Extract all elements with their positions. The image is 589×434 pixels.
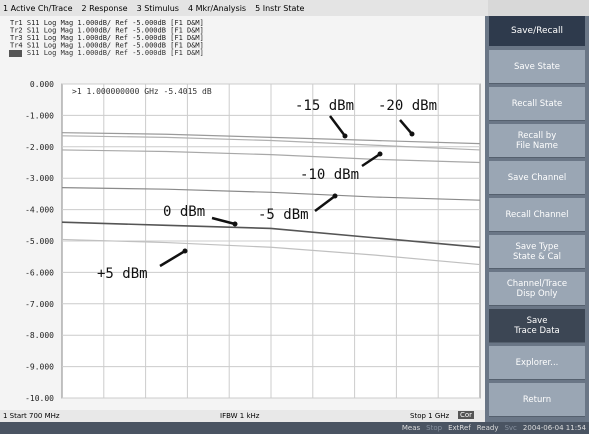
trace-annotation: +5 dBm [97, 266, 148, 282]
softkey[interactable]: Channel/Trace Disp Only [489, 272, 585, 306]
marker-readout: >1 1.000000000 GHz -5.4015 dB [72, 87, 212, 96]
softkey[interactable]: Recall by File Name [489, 124, 585, 158]
annotation-arrow [399, 119, 413, 135]
y-tick-label: -8.000 [25, 331, 54, 340]
softkey-label: Save Channel [507, 172, 567, 183]
trace-active-box [9, 50, 22, 57]
menu-item[interactable]: 2 Response [81, 3, 128, 13]
annotation-arrow [329, 115, 346, 137]
arrow-head [409, 131, 415, 137]
annotation-arrow [211, 216, 236, 226]
softkey-label: Recall by [517, 130, 557, 141]
annotation-arrow [361, 152, 381, 168]
trace-annotation: -20 dBm [378, 98, 437, 114]
trace-info: Tr4 S11 Log Mag 1.000dB/ Ref -5.000dB [F… [10, 42, 204, 50]
menu-item[interactable]: 5 Instr State [255, 3, 305, 13]
annotation-arrow [314, 195, 336, 212]
trace-annotation: -15 dBm [295, 98, 354, 114]
softkey[interactable]: Save Trace Data [489, 309, 585, 343]
y-tick-label: -3.000 [25, 174, 54, 183]
status-item: Ready [476, 424, 499, 432]
status-item: Meas [401, 424, 421, 432]
trace [61, 238, 481, 266]
trace-info: Tr5 S11 Log Mag 1.000dB/ Ref -5.000dB [F… [10, 49, 204, 57]
softkey[interactable]: Return [489, 383, 585, 417]
y-tick-label: -10.00 [25, 394, 54, 403]
trace [61, 135, 481, 151]
status-item: ExtRef [448, 424, 471, 432]
trace [61, 187, 481, 201]
y-tick-label: -6.000 [25, 268, 54, 277]
status-item: Stop [426, 424, 443, 432]
softkey[interactable]: Save Type State & Cal [489, 235, 585, 269]
softkey-label: Recall Channel [505, 209, 569, 220]
trace [61, 221, 481, 249]
menu-bar: 1 Active Ch/Trace 2 Response 3 Stimulus 4 M… [0, 0, 488, 16]
annotation-arrow [159, 249, 186, 268]
trace-annotation: -5 dBm [258, 207, 309, 223]
stop-freq: Stop 1 GHz [410, 412, 450, 420]
status-item: Svc [504, 424, 517, 432]
softkey-label: Disp Only [516, 288, 558, 299]
y-tick-label: -1.000 [25, 111, 54, 120]
softkey-panel: Save/Recall Save State Recall State Recall … [485, 16, 589, 422]
softkey-label: Trace Data [514, 325, 560, 336]
y-tick-label: 0.000 [30, 80, 54, 89]
y-tick-label: -9.000 [25, 363, 54, 372]
bottom-bar: Meas Stop ExtRef Ready Svc 2004-06-04 11:54 [0, 422, 589, 434]
trace [61, 132, 481, 145]
arrow-head [182, 248, 188, 254]
trace-annotation: -10 dBm [300, 167, 359, 183]
status-item: 2004-06-04 11:54 [522, 424, 586, 432]
y-tick-label: -7.000 [25, 300, 54, 309]
menu-item[interactable]: 1 Active Ch/Trace [3, 3, 73, 13]
softkey[interactable]: Save State [489, 50, 585, 84]
trace-annotation: 0 dBm [163, 204, 205, 220]
trace-info: Tr3 S11 Log Mag 1.000dB/ Ref -5.000dB [F… [10, 34, 204, 42]
status-bar: 1 Start 700 MHz IFBW 1 kHz Stop 1 GHz Cor [0, 410, 485, 422]
y-tick-label: -4.000 [25, 206, 54, 215]
arrow-head [232, 221, 238, 227]
softkey[interactable]: Explorer... [489, 346, 585, 380]
softkey-label: Channel/Trace [506, 278, 568, 289]
softkey[interactable]: Save Channel [489, 161, 585, 195]
softkey-label: Save [526, 315, 548, 326]
arrow-head [342, 133, 348, 139]
softkey-label: State & Cal [512, 251, 562, 262]
arrow-head [377, 151, 383, 157]
softkey-label: Recall State [511, 98, 563, 109]
ifbw: IFBW 1 kHz [220, 412, 260, 420]
softkey-title: Save/Recall [489, 16, 585, 46]
trace-info: Tr2 S11 Log Mag 1.000dB/ Ref -5.000dB [F… [10, 27, 204, 35]
start-freq: 1 Start 700 MHz [3, 412, 60, 420]
softkey-label: Explorer... [515, 357, 559, 368]
y-tick-label: -2.000 [25, 143, 54, 152]
softkey-label: Save State [513, 61, 561, 72]
softkey-label: Return [522, 394, 552, 405]
softkey-label: File Name [515, 140, 558, 151]
plot: Tr1 S11 Log Mag 1.000dB/ Ref -5.000dB [F… [0, 16, 485, 410]
arrow-head [332, 193, 338, 199]
trace [61, 149, 481, 164]
softkey-label: Save Type [515, 241, 559, 252]
softkey[interactable]: Recall State [489, 87, 585, 121]
correction: Cor [458, 411, 475, 419]
menu-item[interactable]: 3 Stimulus [136, 3, 179, 13]
trace-info: Tr1 S11 Log Mag 1.000dB/ Ref -5.000dB [F… [10, 19, 204, 27]
softkey[interactable]: Recall Channel [489, 198, 585, 232]
y-tick-label: -5.000 [25, 237, 54, 246]
menu-item[interactable]: 4 Mkr/Analysis [187, 3, 247, 13]
